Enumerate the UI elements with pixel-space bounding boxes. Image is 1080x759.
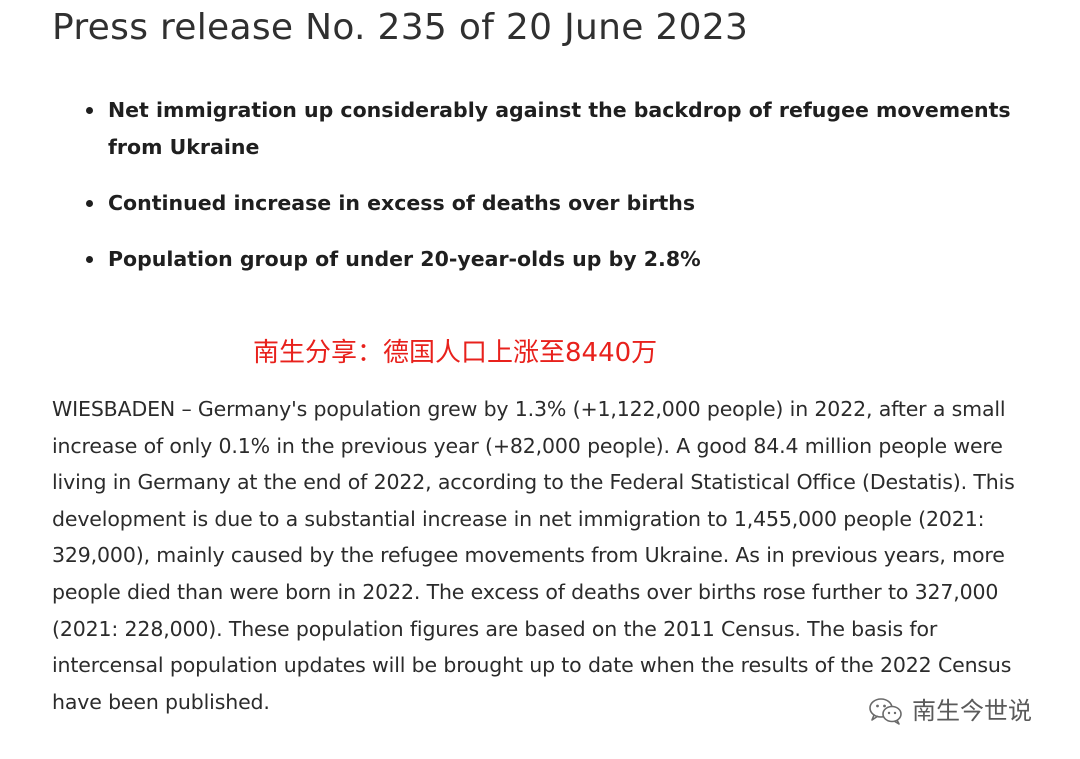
- overlay-caption: 南生分享：德国人口上涨至8440万: [253, 338, 658, 368]
- bullet-icon: [86, 256, 93, 263]
- highlight-text: Net immigration up considerably against …: [108, 98, 1011, 159]
- highlight-item: Continued increase in excess of deaths o…: [80, 185, 1040, 222]
- highlights-list: Net immigration up considerably against …: [80, 92, 1040, 297]
- body-paragraph: WIESBADEN – Germany's population grew by…: [52, 397, 1015, 714]
- bullet-icon: [86, 107, 93, 114]
- watermark: 南生今世说: [868, 694, 1032, 728]
- highlight-text: Continued increase in excess of deaths o…: [108, 191, 696, 215]
- highlight-text: Population group of under 20-year-olds u…: [108, 247, 701, 271]
- page-title: Press release No. 235 of 20 June 2023: [52, 7, 749, 48]
- watermark-label: 南生今世说: [912, 697, 1032, 725]
- highlight-item: Net immigration up considerably against …: [80, 92, 1040, 166]
- highlight-item: Population group of under 20-year-olds u…: [80, 241, 1040, 278]
- wechat-icon: [868, 696, 904, 726]
- bullet-icon: [86, 200, 93, 207]
